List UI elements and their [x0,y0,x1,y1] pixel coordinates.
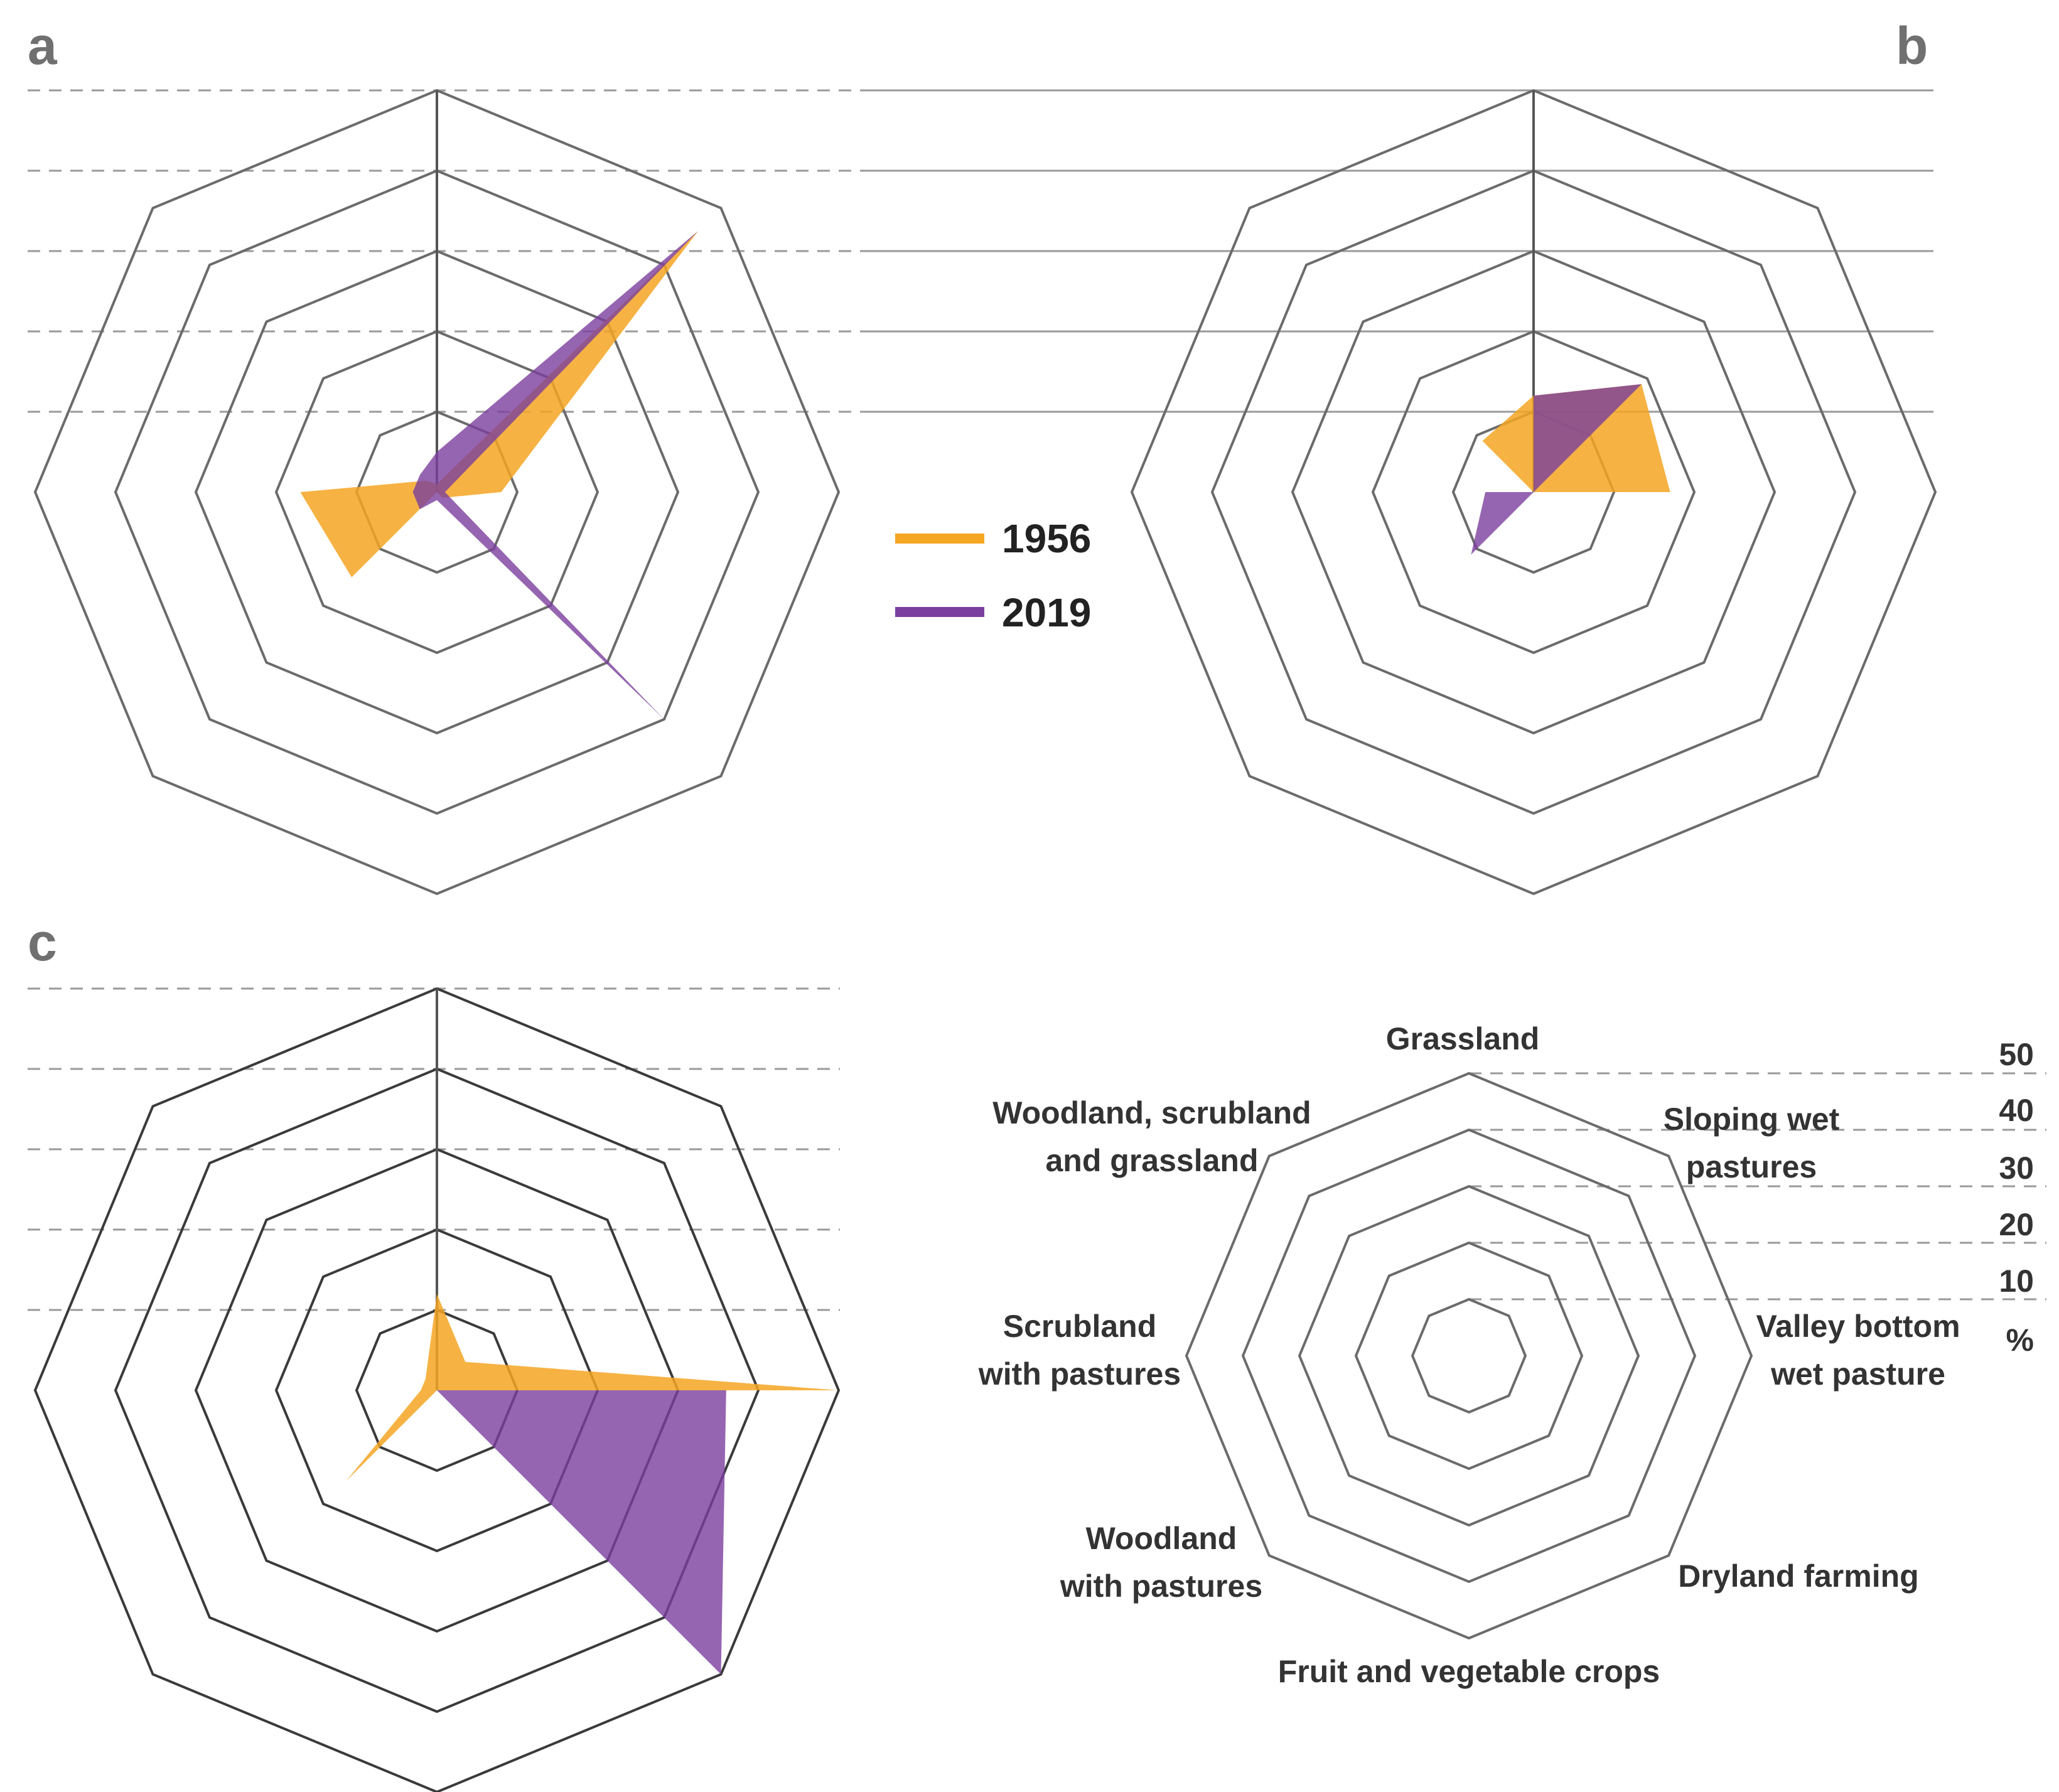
grid-ring-20 [274,1228,599,1553]
category-label-7-line-1: Scrubland [1003,1309,1156,1344]
grid-ring-50 [1130,89,1937,896]
grid-ring-40 [114,1067,760,1714]
grid-ring-30 [194,1147,680,1633]
category-label-8-line-1: Woodland, scrubland [992,1095,1311,1130]
category-label-1-line-1: Grassland [1386,1021,1540,1056]
scale-tick-50: 50 [1999,1037,2034,1072]
category-labels: Grassland Sloping wet pastures Valley botto… [978,1021,1960,1689]
key-ring-50 [1185,1071,1753,1640]
scale-labels: 50 40 30 20 10 % [1999,1037,2034,1358]
category-label-6-line-1: Woodland [1086,1521,1237,1556]
radar-panel-c [28,987,841,1792]
radar-panel-a [28,89,1933,896]
radar-key-chart [1185,1071,2046,1640]
category-label-6-line-2: with pastures [1060,1569,1262,1604]
key-ring-40 [1241,1128,1697,1584]
key-ring-30 [1298,1184,1640,1527]
scale-tick-20: 20 [1999,1207,2034,1242]
series-area-1956 [300,230,699,577]
scale-tick-10: 10 [1999,1264,2034,1299]
radar-panel-b [873,89,1937,896]
grid-ring-30 [1291,249,1777,735]
legend: 1956 2019 [895,516,1091,635]
category-label-8-line-2: and grassland [1046,1143,1259,1178]
category-label-3-line-2: wet pasture [1770,1356,1945,1392]
grid-ring-20 [1371,330,1696,655]
scale-tick-40: 40 [1999,1093,2034,1128]
category-label-5-line-1: Fruit and vegetable crops [1278,1654,1660,1689]
category-label-3-line-1: Valley bottom [1756,1309,1960,1344]
panel-letter-c: c [28,913,57,972]
panel-letter-a: a [28,16,58,75]
grid-ring-20 [274,330,599,655]
legend-label-2019: 2019 [1002,590,1091,635]
category-label-2-line-1: Sloping wet [1664,1102,1840,1137]
grid-ring-50 [33,987,841,1792]
series-area-2019 [1471,384,1761,719]
series-area-2019 [425,1378,726,1675]
grid-ring-30 [194,249,680,735]
grid-ring-50 [33,89,841,896]
grid-ring-10 [355,1308,519,1473]
panel-letter-b: b [1896,16,1928,75]
series-area-1956 [346,1294,839,1481]
category-label-4-line-1: Dryland farming [1678,1559,1918,1594]
grid-ring-40 [1210,169,1857,815]
legend-label-1956: 1956 [1002,516,1091,561]
grid-ring-40 [114,169,760,815]
series-area-1956 [1306,384,1670,719]
key-ring-10 [1411,1297,1527,1414]
category-label-7-line-2: with pastures [978,1356,1181,1392]
key-ring-20 [1354,1241,1584,1471]
scale-unit: % [2006,1323,2034,1358]
category-label-2-line-2: pastures [1686,1149,1817,1184]
scale-tick-30: 30 [1999,1151,2034,1186]
